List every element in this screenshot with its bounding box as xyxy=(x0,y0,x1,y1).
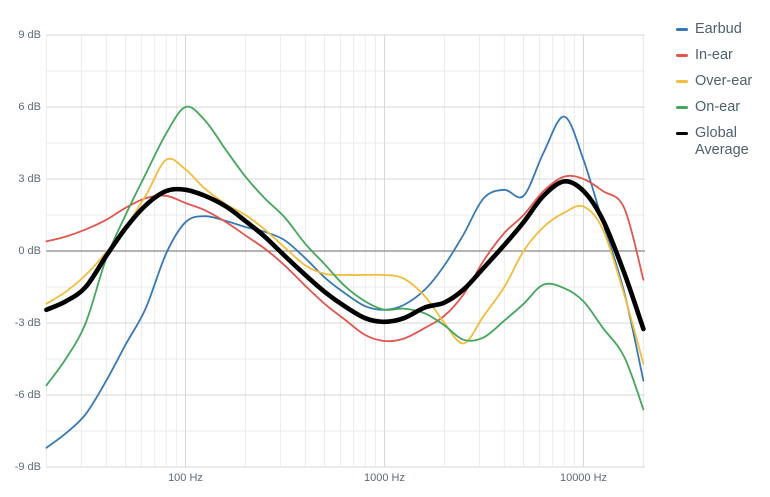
legend-item-on-ear[interactable]: On-ear xyxy=(676,99,766,116)
y-axis-label: -9 dB xyxy=(14,461,41,473)
curve-global-average xyxy=(44,179,646,332)
curve-over-ear xyxy=(45,157,645,365)
legend-label: Global Average xyxy=(695,125,749,158)
curve-on-ear xyxy=(45,105,645,411)
x-axis-label: 10000 Hz xyxy=(559,472,608,484)
y-axis-label: 9 dB xyxy=(18,29,41,41)
legend-item-in-ear[interactable]: In-ear xyxy=(676,47,766,64)
x-axis-label: 100 Hz xyxy=(168,472,203,484)
x-axis-label: 1000 Hz xyxy=(364,472,405,484)
legend-swatch xyxy=(676,132,688,135)
y-axis-label: 0 dB xyxy=(18,245,41,257)
legend-swatch xyxy=(676,80,688,83)
curve-in-ear xyxy=(45,174,645,343)
legend-swatch xyxy=(676,54,688,57)
y-axis-label: -3 dB xyxy=(14,317,41,329)
legend: Earbud In-ear Over-ear On-ear Global Average xyxy=(676,21,766,168)
legend-item-global-average[interactable]: Global Average xyxy=(676,125,766,159)
y-axis-label: -6 dB xyxy=(14,389,41,401)
y-axis-label: 6 dB xyxy=(18,101,41,113)
y-axis-label: 3 dB xyxy=(18,173,41,185)
legend-label: In-ear xyxy=(695,47,733,63)
legend-label: On-ear xyxy=(695,99,741,115)
legend-swatch xyxy=(676,106,688,109)
legend-swatch xyxy=(676,28,688,31)
legend-item-over-ear[interactable]: Over-ear xyxy=(676,73,766,90)
curve-earbud xyxy=(45,115,645,449)
legend-item-earbud[interactable]: Earbud xyxy=(676,21,766,38)
legend-label: Over-ear xyxy=(695,73,753,89)
legend-label: Earbud xyxy=(695,21,742,37)
